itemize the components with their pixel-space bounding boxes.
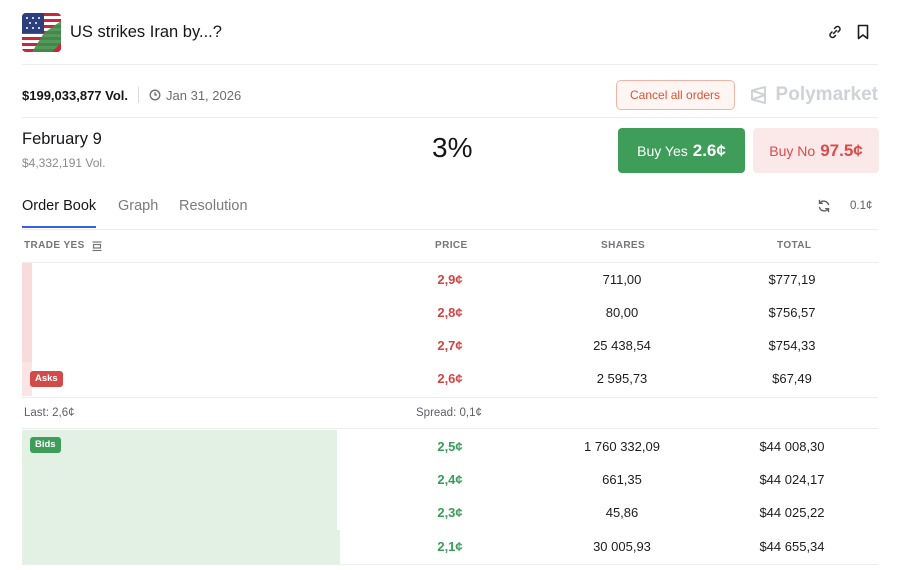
spread-row: Last: 2,6¢ Spread: 0,1¢ bbox=[22, 397, 878, 429]
outcome-volume: $4,332,191 Vol. bbox=[22, 156, 106, 170]
tab-order-book[interactable]: Order Book bbox=[22, 198, 97, 214]
ask-row[interactable]: 2,9¢ 711,00 $777,19 bbox=[22, 263, 878, 296]
col-price: PRICE bbox=[435, 240, 468, 251]
tab-bar: Order Book Graph Resolution 0.1¢ bbox=[22, 190, 878, 230]
meta-divider bbox=[22, 117, 878, 118]
refresh-icon[interactable] bbox=[817, 199, 833, 215]
col-trade-yes: TRADE YES bbox=[24, 240, 85, 251]
buy-yes-button[interactable]: Buy Yes 2.6¢ bbox=[618, 128, 745, 173]
outcome-chance: 3% bbox=[432, 132, 473, 163]
ask-shares: 80,00 bbox=[605, 305, 639, 320]
buy-no-button[interactable]: Buy No 97.5¢ bbox=[753, 128, 879, 173]
end-date: Jan 31, 2026 bbox=[149, 88, 241, 103]
ask-total: $67,49 bbox=[772, 371, 812, 386]
ask-total: $754,33 bbox=[768, 338, 816, 353]
active-tab-indicator bbox=[22, 226, 96, 228]
bid-shares: 661,35 bbox=[602, 472, 642, 487]
bid-total: $44 025,22 bbox=[759, 505, 825, 520]
bid-depth-bar-top bbox=[22, 430, 337, 530]
bid-price: 2,3¢ bbox=[437, 505, 463, 520]
tick-size-selector[interactable]: 0.1¢ bbox=[850, 200, 873, 212]
last-price: Last: 2,6¢ bbox=[24, 407, 75, 419]
ask-depth-bar-top bbox=[22, 263, 32, 362]
ask-price: 2,9¢ bbox=[437, 272, 463, 287]
spread-value: Spread: 0,1¢ bbox=[416, 407, 482, 419]
market-volume: $199,033,877 Vol. bbox=[22, 87, 129, 103]
col-shares: SHARES bbox=[601, 240, 646, 251]
bid-row[interactable]: 2,1¢ 30 005,93 $44 655,34 bbox=[22, 530, 878, 563]
tabs-divider bbox=[22, 229, 878, 230]
bid-price: 2,1¢ bbox=[437, 539, 463, 554]
ask-row[interactable]: 2,7¢ 25 438,54 $754,33 bbox=[22, 329, 878, 362]
ask-shares: 25 438,54 bbox=[593, 338, 651, 353]
ask-shares: 2 595,73 bbox=[596, 371, 648, 386]
bid-row[interactable]: 2,3¢ 45,86 $44 025,22 bbox=[22, 496, 878, 529]
tab-graph[interactable]: Graph bbox=[118, 198, 159, 214]
outcome-name: February 9 bbox=[22, 130, 102, 148]
ask-total: $777,19 bbox=[768, 272, 816, 287]
outcome-row: February 9 $4,332,191 Vol. 3% Buy Yes 2.… bbox=[22, 126, 879, 176]
ask-price: 2,6¢ bbox=[437, 371, 463, 386]
bid-row[interactable]: 2,5¢ 1 760 332,09 $44 008,30 bbox=[22, 430, 878, 463]
end-date-text: Jan 31, 2026 bbox=[166, 87, 242, 103]
ask-price: 2,8¢ bbox=[437, 305, 463, 320]
bid-shares: 30 005,93 bbox=[593, 539, 651, 554]
meta-separator bbox=[138, 87, 140, 103]
ask-depth-bar-bottom bbox=[22, 362, 32, 396]
ask-price: 2,7¢ bbox=[437, 338, 463, 353]
asks-badge: Asks bbox=[30, 371, 63, 387]
header-row-divider bbox=[22, 262, 878, 263]
polymarket-brand-text: Polymarket bbox=[775, 84, 878, 105]
market-header: US strikes Iran by...? bbox=[22, 12, 878, 52]
bid-price: 2,5¢ bbox=[437, 439, 463, 454]
bid-total: $44 655,34 bbox=[759, 539, 825, 554]
buy-no-price: 97.5¢ bbox=[820, 140, 863, 160]
ask-total: $756,57 bbox=[768, 305, 816, 320]
bids-badge: Bids bbox=[30, 437, 61, 453]
col-total: TOTAL bbox=[777, 240, 812, 251]
polymarket-logo: Polymarket bbox=[749, 84, 878, 106]
bid-row[interactable]: 2,4¢ 661,35 $44 024,17 bbox=[22, 463, 878, 496]
market-title: US strikes Iran by...? bbox=[70, 22, 222, 41]
bottom-divider bbox=[22, 564, 878, 565]
link-icon[interactable] bbox=[826, 23, 844, 41]
bid-total: $44 008,30 bbox=[759, 439, 825, 454]
polymarket-logo-icon bbox=[750, 86, 766, 104]
ask-row[interactable]: 2,6¢ 2 595,73 $67,49 bbox=[22, 362, 878, 395]
ask-row[interactable]: 2,8¢ 80,00 $756,57 bbox=[22, 296, 878, 329]
market-meta: $199,033,877 Vol. Jan 31, 2026 Cancel al… bbox=[22, 80, 878, 110]
bid-shares: 1 760 332,09 bbox=[584, 439, 660, 454]
us-iran-flag-icon bbox=[22, 12, 61, 52]
tab-resolution[interactable]: Resolution bbox=[179, 198, 248, 214]
bid-total: $44 024,17 bbox=[759, 472, 825, 487]
header-divider bbox=[22, 64, 878, 65]
stack-icon[interactable] bbox=[91, 239, 103, 257]
buy-no-label: Buy No bbox=[769, 142, 816, 159]
bookmark-icon[interactable] bbox=[854, 23, 872, 41]
bid-depth-bar-bottom bbox=[22, 530, 340, 564]
buy-yes-label: Buy Yes bbox=[637, 142, 688, 159]
bid-price: 2,4¢ bbox=[437, 472, 463, 487]
ask-shares: 711,00 bbox=[602, 272, 642, 287]
clock-icon bbox=[149, 89, 161, 101]
cancel-all-orders-button[interactable]: Cancel all orders bbox=[615, 80, 735, 110]
buy-yes-price: 2.6¢ bbox=[692, 140, 726, 160]
bid-shares: 45,86 bbox=[605, 505, 639, 520]
